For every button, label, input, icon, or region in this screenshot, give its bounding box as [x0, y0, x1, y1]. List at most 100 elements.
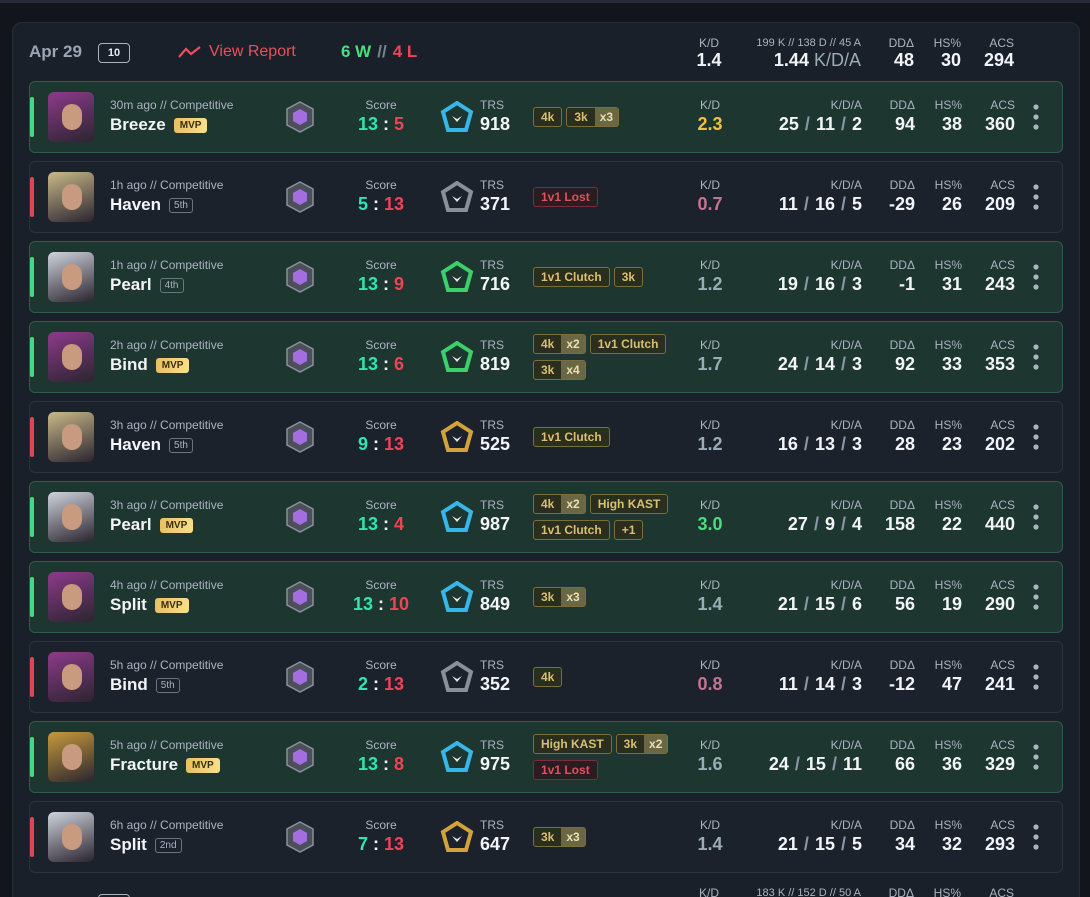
- more-menu[interactable]: [1031, 584, 1041, 610]
- kda-detail: 199 K // 138 D // 45 A: [756, 37, 861, 49]
- kills: 11: [778, 194, 798, 214]
- label: HS%: [934, 818, 962, 832]
- label: DDΔ: [889, 338, 915, 352]
- more-menu[interactable]: [1031, 664, 1041, 690]
- more-menu[interactable]: [1031, 344, 1041, 370]
- score-sep: :: [372, 834, 379, 854]
- more-menu[interactable]: [1031, 264, 1041, 290]
- kills: 24: [768, 754, 789, 774]
- match-row[interactable]: 30m ago // Competitive Breeze MVP Score 13:5…: [29, 81, 1063, 153]
- dd: 34: [894, 834, 915, 854]
- more-menu[interactable]: [1031, 824, 1041, 850]
- deaths: 13: [814, 434, 835, 454]
- label: K/D: [699, 98, 721, 112]
- label: DDΔ: [888, 36, 914, 50]
- kills: 11: [778, 674, 798, 694]
- score-sep: :: [372, 194, 379, 214]
- score-won: 9: [357, 434, 368, 454]
- tag-text: High KAST: [597, 497, 661, 511]
- label: TRS: [480, 578, 504, 592]
- label: HS%: [934, 418, 962, 432]
- agent-face: [62, 744, 82, 770]
- tag: 1v1 Lost: [533, 760, 598, 780]
- score-sep: :: [378, 594, 384, 614]
- tag: 4k x2: [533, 494, 586, 514]
- label: K/D/A: [830, 418, 862, 432]
- label: HS%: [934, 178, 962, 192]
- rank-icon: [286, 661, 314, 693]
- deaths: 15: [805, 754, 826, 774]
- label: K/D: [699, 738, 721, 752]
- acs: 329: [984, 754, 1015, 774]
- tag-text: 3k: [541, 363, 555, 377]
- label: ACS: [990, 578, 1015, 592]
- score-lost: 4: [394, 514, 405, 534]
- trs: 352: [480, 674, 511, 694]
- tag-text: 1v1 Clutch: [597, 337, 659, 351]
- map-name: Fracture: [110, 755, 179, 774]
- deaths: 11: [815, 114, 835, 134]
- kda-sep: /: [831, 754, 837, 774]
- label: DDΔ: [889, 818, 915, 832]
- tag: 4k: [533, 667, 563, 687]
- placement-badge: 5th: [169, 197, 193, 213]
- kills: 25: [778, 114, 799, 134]
- kda-sep: /: [803, 194, 809, 214]
- result-bar: [30, 337, 34, 377]
- deaths: 16: [814, 194, 835, 214]
- assists: 3: [851, 674, 862, 694]
- placement-badge: 5th: [155, 677, 180, 693]
- trs: 525: [480, 434, 511, 454]
- top-edge: [0, 0, 1090, 3]
- match-row[interactable]: 6h ago // Competitive Split 2nd Score 7:13 TR…: [29, 801, 1063, 873]
- tag-text: 1v1 Lost: [541, 763, 590, 777]
- map-name: Pearl: [110, 275, 152, 294]
- match-row[interactable]: 1h ago // Competitive Haven 5th Score 5:13 TR…: [29, 161, 1063, 233]
- match-row[interactable]: 3h ago // Competitive Pearl MVP Score 13:4 TR…: [29, 481, 1063, 553]
- acs: 209: [984, 194, 1015, 214]
- trs-icon: [440, 501, 474, 532]
- more-menu[interactable]: [1031, 424, 1041, 450]
- score-sep: :: [383, 754, 390, 774]
- match-row[interactable]: 4h ago // Competitive Split MVP Score 13:10 T…: [29, 561, 1063, 633]
- map-line: Haven 5th: [110, 195, 193, 215]
- map-line: Fracture MVP: [110, 755, 220, 775]
- match-row[interactable]: 1h ago // Competitive Pearl 4th Score 13:9 TR…: [29, 241, 1063, 313]
- hs: 19: [941, 594, 962, 614]
- tags: 1v1 Lost: [533, 162, 683, 232]
- match-row[interactable]: 3h ago // Competitive Haven 5th Score 9:13 TR…: [29, 401, 1063, 473]
- label: DDΔ: [888, 886, 914, 897]
- trs-icon: [440, 581, 474, 612]
- score-won: 13: [357, 754, 379, 774]
- kda-sep: /: [840, 434, 846, 454]
- map-name: Pearl: [110, 515, 152, 534]
- agent-face: [62, 264, 82, 290]
- label: HS%: [934, 578, 962, 592]
- view-report[interactable]: View Report: [209, 43, 296, 60]
- assists: 3: [851, 434, 862, 454]
- match-row[interactable]: 2h ago // Competitive Bind MVP Score 13:6 TRS…: [29, 321, 1063, 393]
- label: K/D: [699, 658, 721, 672]
- kda-value: 1.44: [773, 50, 809, 70]
- label: HS%: [934, 658, 962, 672]
- label: TRS: [480, 98, 504, 112]
- rank-icon: [286, 101, 314, 133]
- label: K/D: [698, 886, 720, 897]
- match-row[interactable]: 5h ago // Competitive Bind 5th Score 2:13 TRS…: [29, 641, 1063, 713]
- score: 13:9: [358, 274, 404, 295]
- kills: 19: [777, 274, 798, 294]
- label: ACS: [990, 98, 1015, 112]
- rank-icon: [286, 261, 314, 293]
- map-name: Haven: [110, 435, 162, 454]
- agent-face: [62, 584, 82, 610]
- more-menu[interactable]: [1031, 104, 1041, 130]
- acs: 241: [984, 674, 1015, 694]
- more-menu[interactable]: [1031, 744, 1041, 770]
- more-menu[interactable]: [1031, 184, 1041, 210]
- label: ACS: [990, 738, 1015, 752]
- match-row[interactable]: 5h ago // Competitive Fracture MVP Score 13:…: [29, 721, 1063, 793]
- more-menu[interactable]: [1031, 504, 1041, 530]
- kd: 1.7: [697, 354, 723, 374]
- tag: 4k: [533, 107, 563, 127]
- trs: 716: [480, 274, 511, 294]
